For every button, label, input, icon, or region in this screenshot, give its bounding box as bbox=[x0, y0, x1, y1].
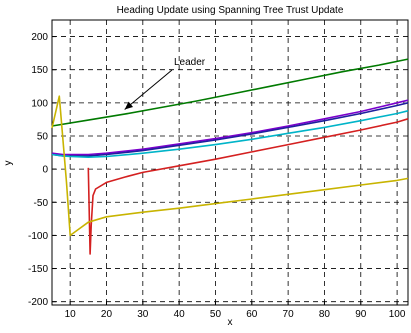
leader-arrow-head bbox=[124, 101, 134, 110]
x-tick-label: 70 bbox=[283, 309, 295, 320]
leader-label: Leader bbox=[174, 57, 206, 68]
y-tick-label: 200 bbox=[31, 32, 48, 43]
series-line-6 bbox=[51, 95, 409, 237]
x-tick-label: 40 bbox=[174, 309, 186, 320]
leader-annotation: Leader bbox=[124, 57, 206, 110]
series-layer bbox=[51, 58, 409, 255]
x-tick-label: 50 bbox=[210, 309, 222, 320]
y-tick-label: 50 bbox=[37, 131, 49, 142]
chart-title: Heading Update using Spanning Tree Trust… bbox=[117, 5, 344, 16]
x-tick-label: 20 bbox=[101, 309, 113, 320]
x-tick-label: 90 bbox=[355, 309, 367, 320]
y-tick-label: 0 bbox=[42, 165, 48, 176]
leader-arrow-line bbox=[124, 69, 173, 110]
y-axis-label: y bbox=[3, 161, 14, 166]
y-tick-label: 150 bbox=[31, 65, 48, 76]
x-tick-label: 60 bbox=[246, 309, 258, 320]
series-line-2 bbox=[51, 99, 409, 156]
y-tick-label: -150 bbox=[28, 264, 48, 275]
y-tick-label: -200 bbox=[28, 297, 48, 308]
x-tick-label: 30 bbox=[137, 309, 149, 320]
series-line-5 bbox=[87, 118, 409, 255]
x-axis-label: x bbox=[228, 317, 233, 328]
x-tick-label: 100 bbox=[389, 309, 406, 320]
y-tick-label: 100 bbox=[31, 98, 48, 109]
plot-area bbox=[51, 19, 409, 306]
series-line-1 bbox=[51, 58, 409, 127]
x-tick-label: 10 bbox=[65, 309, 77, 320]
series-line-4 bbox=[51, 110, 409, 158]
axis-ticks: 10 20 30 40 50 60 70 80 90 100 -200 -150 -100 -50 0 50 1… bbox=[28, 32, 406, 320]
grid-lines bbox=[52, 20, 408, 305]
y-tick-label: -100 bbox=[28, 231, 48, 242]
y-tick-label: -50 bbox=[34, 198, 49, 209]
x-tick-label: 80 bbox=[319, 309, 331, 320]
